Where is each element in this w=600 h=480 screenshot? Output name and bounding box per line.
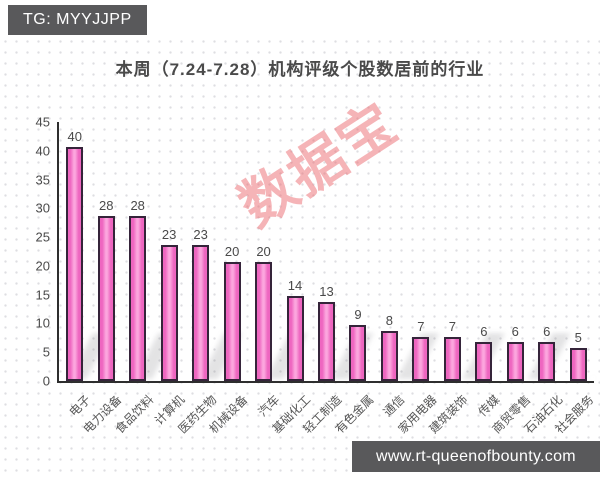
- bar-value-label: 9: [354, 307, 362, 323]
- y-tick-label: 30: [35, 200, 50, 216]
- bar-value-label: 20: [224, 243, 240, 259]
- bar-column: 13 轻工制造: [301, 122, 345, 436]
- bar-column: 6 石油石化: [521, 122, 565, 436]
- chart-title: 本周（7.24-7.28）机构评级个股数居前的行业: [115, 60, 485, 79]
- bar-column: 28 电力设备: [81, 122, 125, 436]
- bar-column: 14 基础化工: [269, 122, 313, 436]
- bar-column: 7 家用电器: [395, 122, 439, 437]
- bar-value-label: 6: [511, 324, 519, 340]
- telegram-handle-badge: TG: MYYJJPP: [8, 5, 147, 35]
- bar-column: 20 机械设备: [207, 122, 251, 436]
- y-tick-label: 35: [35, 172, 50, 188]
- bar: [380, 330, 398, 381]
- bar: [223, 261, 241, 381]
- bar-column: 7 建筑装饰: [427, 122, 471, 437]
- bar-column: 5 社会服务: [553, 122, 597, 436]
- bar: [349, 325, 367, 381]
- bar: [66, 146, 84, 381]
- bar-column: 40 电子: [59, 122, 93, 420]
- bar-value-label: 14: [287, 278, 303, 294]
- bar-value-label: 5: [574, 330, 582, 346]
- bar: [97, 215, 115, 381]
- y-tick-label: 40: [35, 143, 50, 159]
- bar-column: 6 传媒: [468, 122, 502, 419]
- footer-watermark-bar: www.rt-queenofbounty.com: [352, 441, 600, 472]
- bar-value-label: 28: [130, 197, 145, 213]
- bar: [538, 342, 556, 381]
- bars-container: 40 电子 28 电力设备 28 食品饮料 23 计算机 23 医药生物 20 机械设备 20 汽车 14 基…: [59, 122, 597, 437]
- bar-value-label: 7: [417, 318, 425, 334]
- bar: [569, 348, 587, 381]
- bar-column: 9 有色金属: [332, 122, 376, 436]
- bar: [506, 342, 524, 381]
- y-tick-label: 0: [42, 373, 50, 389]
- bar-value-label: 13: [319, 284, 334, 300]
- bar: [317, 302, 335, 381]
- bar: [129, 215, 147, 381]
- bar: [443, 336, 461, 381]
- bar-column: 20 汽车: [248, 122, 282, 419]
- bar: [255, 261, 273, 381]
- bar-chart: 40 电子 28 电力设备 28 食品饮料 23 计算机 23 医药生物 20 机械设备 20 汽车 14 基…: [36, 115, 597, 437]
- bar-value-label: 20: [256, 243, 271, 259]
- y-tick-label: 5: [42, 344, 50, 360]
- bar-value-label: 23: [193, 226, 208, 242]
- bar: [475, 342, 493, 381]
- bar: [286, 296, 304, 381]
- y-tick-label: 45: [35, 114, 50, 130]
- bar-value-label: 7: [448, 318, 456, 334]
- bar-column: 23 医药生物: [175, 122, 219, 437]
- bar-column: 28 食品饮料: [112, 122, 156, 436]
- y-tick-label: 20: [35, 258, 50, 274]
- bar-value-label: 40: [67, 128, 82, 144]
- bar-value-label: 8: [385, 312, 394, 328]
- y-tick-label: 25: [35, 229, 50, 245]
- y-tick-label: 15: [35, 287, 50, 303]
- bar-value-label: 23: [161, 226, 177, 242]
- bar-column: 8 通信: [374, 122, 408, 419]
- y-tick-label: 10: [35, 315, 50, 331]
- bar-value-label: 28: [98, 197, 114, 213]
- bar-column: 23 计算机: [152, 122, 187, 428]
- bar: [412, 336, 430, 381]
- bar: [192, 244, 210, 381]
- bar-value-label: 6: [480, 324, 488, 340]
- bar-column: 6 商贸零售: [490, 122, 534, 436]
- bar-value-label: 6: [543, 324, 551, 340]
- bar: [160, 244, 178, 381]
